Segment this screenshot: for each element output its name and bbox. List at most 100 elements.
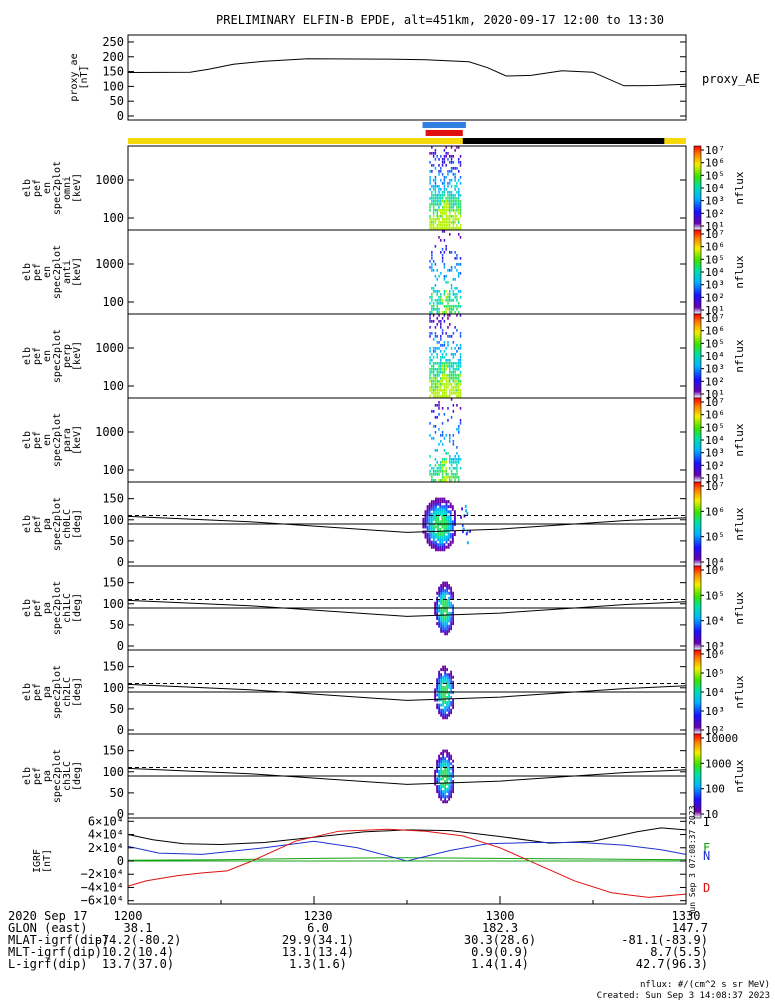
flux-cell (449, 512, 452, 516)
flux-cell (452, 371, 455, 374)
flux-cell (444, 668, 446, 672)
flux-cell (448, 627, 450, 631)
flux-cell (454, 311, 456, 314)
flux-cell (450, 389, 453, 392)
flux-cell (434, 167, 437, 170)
flux-cell (440, 693, 442, 697)
ylabel-line: elb (22, 179, 33, 197)
flux-cell (431, 392, 433, 395)
fast-mode-bar-blue (422, 122, 466, 128)
flux-cell (446, 604, 448, 608)
flux-cell (438, 158, 440, 161)
flux-cell (447, 473, 449, 476)
flux-cell (440, 293, 442, 296)
flux-cell (449, 161, 451, 164)
flux-cell (456, 464, 458, 467)
flux-cell (429, 227, 431, 230)
flux-cell (454, 386, 456, 389)
flux-cell (429, 422, 431, 425)
flux-cell (432, 155, 435, 158)
colorbar-label: nflux (733, 339, 746, 372)
flux-cell (450, 299, 453, 302)
flux-cell (441, 362, 444, 365)
flux-cell (449, 182, 451, 185)
flux-cell (430, 533, 433, 537)
flux-cell (459, 362, 462, 365)
flux-cell (444, 673, 446, 677)
flux-cell (434, 335, 437, 338)
flux-cell (432, 185, 435, 188)
flux-cell (438, 308, 440, 311)
flux-cell (450, 146, 453, 149)
flux-cell (441, 377, 444, 380)
flux-cell (436, 224, 438, 227)
colorbar-tick-label: 10⁶ (705, 564, 725, 577)
flux-cell (441, 371, 444, 374)
flux-cell (449, 461, 451, 464)
colorbar-tick-label: 10⁷ (705, 480, 725, 493)
flux-cell (459, 347, 462, 350)
flux-cell (453, 515, 456, 519)
flux-cell (436, 308, 438, 311)
flux-cell (432, 479, 435, 482)
flux-cell (440, 713, 442, 717)
footer-row-label: L-igrf(dip) (8, 957, 87, 971)
flux-cell (450, 227, 453, 230)
flux-cell (459, 407, 462, 410)
flux-cell (444, 629, 446, 633)
flux-cell (428, 525, 431, 529)
flux-cell (456, 227, 458, 230)
flux-cell (444, 632, 446, 636)
colorbar-tick-label: 10¹ (705, 472, 725, 485)
pitch-ylabel: elb pef pa spec2plot ch3LC [deg] (22, 749, 83, 803)
flux-cell (437, 502, 440, 506)
colorbar-tick-label: 10⁵ (705, 169, 725, 182)
flux-cell (432, 410, 435, 413)
flux-cell (442, 614, 444, 618)
flux-cell (444, 769, 446, 773)
flux-cell (459, 419, 462, 422)
flux-cell (436, 302, 438, 305)
flux-cell (449, 458, 451, 461)
energy-ylabel: elb pef en spec2plot anti [keV] (22, 245, 83, 299)
flux-cell (436, 611, 438, 615)
ylabel-line: ch2LC (62, 677, 73, 707)
flux-cell (438, 764, 440, 768)
proxy-ae-ylabel: proxy_ae [nT] (69, 53, 90, 101)
flux-cell (440, 239, 442, 242)
flux-cell (456, 263, 458, 266)
flux-cell (429, 317, 431, 320)
flux-cell (434, 389, 437, 392)
flux-cell (436, 604, 438, 608)
flux-cell (459, 353, 462, 356)
ylabel-line: elb (22, 599, 33, 617)
flux-cell (444, 670, 446, 674)
flux-cell (438, 678, 440, 682)
flux-cell (452, 779, 454, 783)
flux-cell (454, 185, 456, 188)
y-tick-label: 100 (102, 79, 124, 93)
flux-cell (443, 505, 446, 509)
colorbar-tick-label: 10⁷ (705, 144, 725, 157)
flux-cell (456, 389, 458, 392)
flux-cell (442, 695, 444, 699)
flux-cell (436, 290, 438, 293)
flux-cell (436, 305, 438, 308)
flux-cell (452, 467, 455, 470)
flux-cell (432, 538, 435, 542)
flux-cell (438, 275, 440, 278)
flux-cell (442, 596, 444, 600)
flux-cell (451, 507, 454, 511)
flux-cell (446, 675, 448, 679)
flux-cell (456, 344, 458, 347)
flux-cell (441, 538, 444, 542)
flux-cell (434, 194, 437, 197)
flux-cell (436, 767, 438, 771)
flux-cell (438, 624, 440, 628)
flux-cell (438, 693, 440, 697)
flux-cell (443, 389, 446, 392)
flux-cell (431, 287, 433, 290)
flux-cell (441, 164, 444, 167)
